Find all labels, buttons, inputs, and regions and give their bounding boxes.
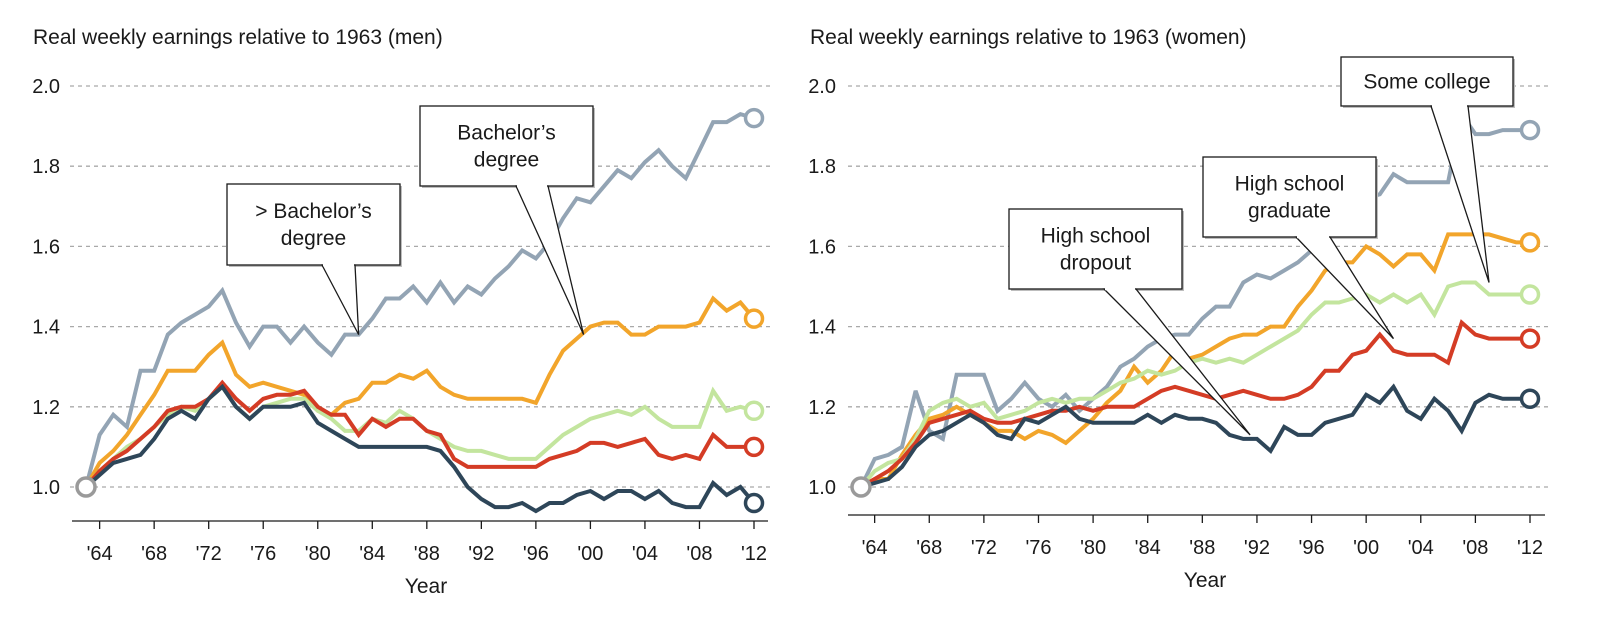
callout-box <box>1202 156 1377 238</box>
x-axis-label-men: Year <box>405 575 447 598</box>
x-tick-label: '08 <box>686 543 712 565</box>
series-line-high-school-graduate <box>84 379 754 489</box>
series-line-bachelor-s-degree <box>84 295 756 488</box>
callout-box <box>1008 208 1183 290</box>
x-tick-label: '88 <box>414 543 440 565</box>
x-tick-label: '96 <box>523 543 549 565</box>
x-tick-label: '76 <box>250 543 276 565</box>
x-tick-label: '00 <box>1353 537 1379 559</box>
chart-title-men: Real weekly earnings relative to 1963 (m… <box>33 26 443 49</box>
callout-label: High school <box>1235 173 1345 196</box>
y-tick-label: 1.8 <box>32 156 60 178</box>
x-tick-label: '08 <box>1462 537 1488 559</box>
callout-label: graduate <box>1248 200 1331 223</box>
callout-box <box>226 183 401 266</box>
series-line-bachelor-s-degree <box>84 111 755 488</box>
x-tick-label: '12 <box>741 543 767 565</box>
callout-label: Some college <box>1363 71 1490 94</box>
end-marker-some-college <box>743 400 765 422</box>
end-marker-high-school-dropout <box>743 492 765 514</box>
x-tick-label: '92 <box>1244 537 1270 559</box>
x-tick-label: '68 <box>141 543 167 565</box>
callout-pointer <box>514 185 585 335</box>
y-tick-label: 1.2 <box>32 397 60 419</box>
x-tick-label: '72 <box>196 543 222 565</box>
series-line-bachelor-s-degree <box>859 109 1530 488</box>
callout-label: Bachelor’s <box>457 122 555 145</box>
x-tick-label: '00 <box>577 543 603 565</box>
end-marker-some-college <box>1519 284 1541 305</box>
y-tick-label: 1.6 <box>808 236 836 258</box>
annotation-callout: High school graduate <box>1202 156 1395 340</box>
y-tick-label: 1.4 <box>808 317 836 339</box>
x-tick-label: '76 <box>1025 537 1051 559</box>
y-tick-label: 1.0 <box>808 477 836 499</box>
end-marker-bachelor-s-degree <box>1519 232 1541 253</box>
callout-label: degree <box>281 227 346 250</box>
annotation-callout: High school dropout <box>1008 208 1251 436</box>
x-tick-label: '84 <box>1135 537 1161 559</box>
end-marker-high-school-graduate <box>743 436 765 458</box>
x-axis-label-women: Year <box>1184 569 1226 592</box>
x-tick-label: '92 <box>468 543 494 565</box>
end-marker-bachelor-s-degree <box>743 107 765 129</box>
x-tick-label: '72 <box>971 537 997 559</box>
y-tick-label: 1.6 <box>32 236 60 258</box>
x-tick-label: '80 <box>305 543 331 565</box>
callout-box <box>419 105 594 187</box>
end-marker-bachelor-s-degree <box>743 308 765 329</box>
x-tick-label: '88 <box>1189 537 1215 559</box>
chart-title-women: Real weekly earnings relative to 1963 (w… <box>810 26 1247 49</box>
x-tick-label: '04 <box>632 543 658 565</box>
series-line-some-college <box>859 280 1530 489</box>
start-marker <box>850 476 872 498</box>
end-marker-bachelor-s-degree <box>1519 119 1541 141</box>
start-marker <box>75 476 97 498</box>
y-tick-label: 1.0 <box>32 477 60 499</box>
women-earnings-chart: Real weekly earnings relative to 1963 (w… <box>808 26 1548 592</box>
series-line-high-school-graduate <box>859 319 1530 489</box>
callout-label: dropout <box>1060 252 1131 275</box>
y-tick-label: 2.0 <box>808 76 836 98</box>
y-tick-label: 1.2 <box>808 397 836 419</box>
x-tick-label: '12 <box>1517 537 1543 559</box>
callout-label: > Bachelor’s <box>255 200 372 223</box>
series-line-some-college <box>84 383 755 489</box>
series-line-high-school-dropout <box>860 383 1530 489</box>
y-tick-label: 1.4 <box>32 317 60 339</box>
x-tick-label: '80 <box>1080 537 1106 559</box>
end-marker-high-school-dropout <box>1519 388 1541 410</box>
series-line-high-school-dropout <box>84 383 756 514</box>
men-earnings-chart: Real weekly earnings relative to 1963 (m… <box>32 26 770 598</box>
callout-label: High school <box>1041 225 1151 248</box>
x-tick-label: '96 <box>1299 537 1325 559</box>
annotation-callout: Some college <box>1340 56 1515 283</box>
callout-box <box>1340 56 1514 107</box>
y-tick-label: 2.0 <box>32 76 60 98</box>
x-tick-label: '64 <box>87 543 113 565</box>
annotation-callout: > Bachelor’s degree <box>226 183 402 335</box>
callout-label: degree <box>474 149 539 172</box>
x-tick-label: '84 <box>359 543 385 565</box>
y-tick-label: 1.8 <box>808 156 836 178</box>
x-tick-label: '68 <box>916 537 942 559</box>
x-tick-label: '04 <box>1408 537 1434 559</box>
annotation-callout: Bachelor’s degree <box>419 105 595 335</box>
end-marker-high-school-graduate <box>1519 328 1541 349</box>
callout-pointer <box>320 264 360 335</box>
x-tick-label: '64 <box>862 537 888 559</box>
